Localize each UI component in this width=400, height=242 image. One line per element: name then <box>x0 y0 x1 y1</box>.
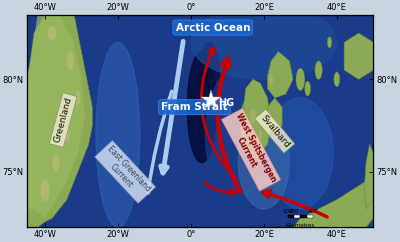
Ellipse shape <box>250 109 256 124</box>
Text: HG: HG <box>218 98 234 108</box>
Text: Arctic Ocean: Arctic Ocean <box>176 23 250 32</box>
Ellipse shape <box>268 98 333 209</box>
Ellipse shape <box>187 52 216 163</box>
Ellipse shape <box>198 42 220 116</box>
Text: Greenland: Greenland <box>53 96 74 144</box>
Bar <box>300 215 307 218</box>
Ellipse shape <box>296 68 305 91</box>
Text: 400: 400 <box>308 209 318 213</box>
Ellipse shape <box>269 74 273 85</box>
Ellipse shape <box>315 61 322 79</box>
Bar <box>288 215 294 218</box>
Text: Kilometres: Kilometres <box>286 223 315 228</box>
Bar <box>307 215 313 218</box>
Ellipse shape <box>64 128 70 142</box>
Ellipse shape <box>206 61 286 209</box>
Ellipse shape <box>238 116 289 209</box>
Polygon shape <box>344 33 373 79</box>
Bar <box>294 215 300 218</box>
Ellipse shape <box>75 91 80 105</box>
Ellipse shape <box>348 52 355 70</box>
Ellipse shape <box>96 42 140 227</box>
Ellipse shape <box>258 130 262 139</box>
Text: 200: 200 <box>289 209 299 213</box>
Ellipse shape <box>40 179 50 202</box>
Polygon shape <box>27 15 85 218</box>
Text: 100: 100 <box>282 209 293 213</box>
Ellipse shape <box>191 5 337 79</box>
Polygon shape <box>27 15 92 227</box>
Polygon shape <box>268 98 282 135</box>
Polygon shape <box>240 98 264 163</box>
Polygon shape <box>244 79 271 153</box>
Ellipse shape <box>327 37 332 48</box>
Ellipse shape <box>48 26 57 40</box>
Ellipse shape <box>305 81 310 96</box>
Ellipse shape <box>52 153 60 172</box>
Text: East Greenland
Current: East Greenland Current <box>98 144 152 200</box>
Text: Fram Strait: Fram Strait <box>161 102 228 112</box>
Ellipse shape <box>67 52 74 70</box>
Text: Svalbard: Svalbard <box>258 113 291 149</box>
Polygon shape <box>293 181 373 227</box>
Polygon shape <box>364 144 373 209</box>
Polygon shape <box>268 52 293 98</box>
Text: West Spitsbergen
Current: West Spitsbergen Current <box>224 111 278 188</box>
Ellipse shape <box>334 72 340 87</box>
